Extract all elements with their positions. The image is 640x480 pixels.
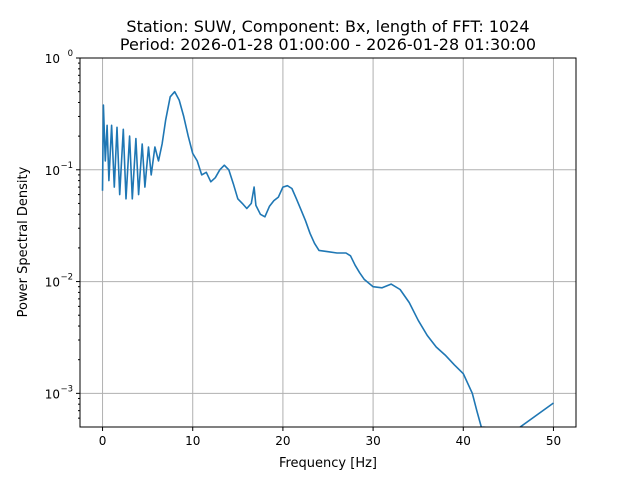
series-group bbox=[101, 90, 554, 427]
plot-frame bbox=[79, 57, 577, 428]
y-tick-exponent: 0 bbox=[68, 49, 73, 59]
psd-line bbox=[101, 90, 554, 427]
y-tick-exponent: −3 bbox=[60, 384, 73, 394]
y-tick-label: 10 bbox=[45, 276, 60, 290]
y-tick-exponent: −2 bbox=[60, 273, 73, 283]
x-tick-label: 10 bbox=[185, 434, 200, 448]
x-tick-label: 50 bbox=[546, 434, 561, 448]
y-tick-label: 10 bbox=[45, 52, 60, 66]
chart-title-line-2: Period: 2026-01-28 01:00:00 - 2026-01-28… bbox=[120, 35, 536, 54]
x-tick-label: 0 bbox=[99, 434, 107, 448]
y-tick-label: 10 bbox=[45, 164, 60, 178]
x-tick-label: 40 bbox=[456, 434, 471, 448]
y-axis-label: Power Spectral Density bbox=[16, 166, 31, 317]
y-tick-exponent: −1 bbox=[60, 161, 73, 171]
grid bbox=[80, 57, 576, 427]
x-tick-label: 30 bbox=[365, 434, 380, 448]
x-tick-label: 20 bbox=[275, 434, 290, 448]
chart-title-line-1: Station: SUW, Component: Bx, length of F… bbox=[126, 17, 529, 36]
x-axis-label: Frequency [Hz] bbox=[279, 456, 377, 471]
y-tick-label: 10 bbox=[45, 387, 60, 401]
